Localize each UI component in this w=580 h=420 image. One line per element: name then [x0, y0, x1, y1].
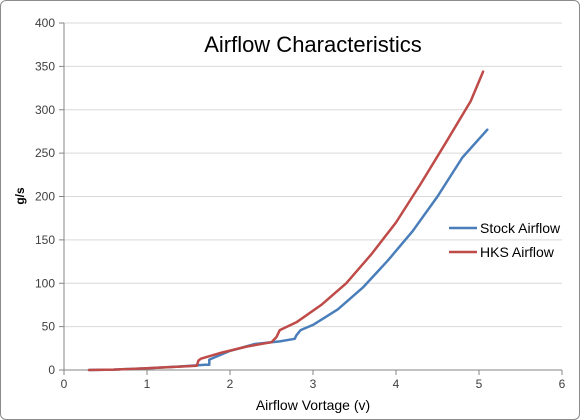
y-tick-label-250: 250 — [35, 146, 55, 160]
x-tick-label-4: 4 — [393, 377, 400, 391]
chart-title: Airflow Characteristics — [204, 32, 422, 57]
y-tick-label-150: 150 — [35, 233, 55, 247]
y-axis-title: g/s — [13, 187, 27, 205]
axes — [59, 22, 563, 375]
legend-label-2: HKS Airflow — [480, 244, 555, 260]
series-lines — [87, 70, 489, 372]
y-tick-label-350: 350 — [35, 59, 55, 73]
legend-label-1: Stock Airflow — [480, 220, 561, 236]
x-tick-label-5: 5 — [476, 377, 483, 391]
y-tick-label-200: 200 — [35, 190, 55, 204]
y-tick-label-400: 400 — [35, 16, 55, 30]
y-tick-label-300: 300 — [35, 103, 55, 117]
y-tick-label-0: 0 — [48, 363, 55, 377]
x-tick-label-6: 6 — [559, 377, 566, 391]
series-line-1 — [87, 128, 489, 372]
y-tick-label-50: 50 — [42, 320, 56, 334]
x-axis-title: Airflow Vortage (v) — [256, 397, 370, 413]
gridlines — [64, 22, 562, 328]
tick-labels: 0 50 100 150 200 250 300 350 400 0 1 2 3 4 5 6 — [35, 16, 566, 391]
x-tick-label-1: 1 — [144, 377, 151, 391]
legend: Stock Airflow HKS Airflow — [449, 220, 561, 260]
series-line-2 — [87, 70, 485, 372]
x-tick-label-2: 2 — [227, 377, 234, 391]
x-tick-label-0: 0 — [61, 377, 68, 391]
x-tick-label-3: 3 — [310, 377, 317, 391]
y-tick-label-100: 100 — [35, 276, 55, 290]
